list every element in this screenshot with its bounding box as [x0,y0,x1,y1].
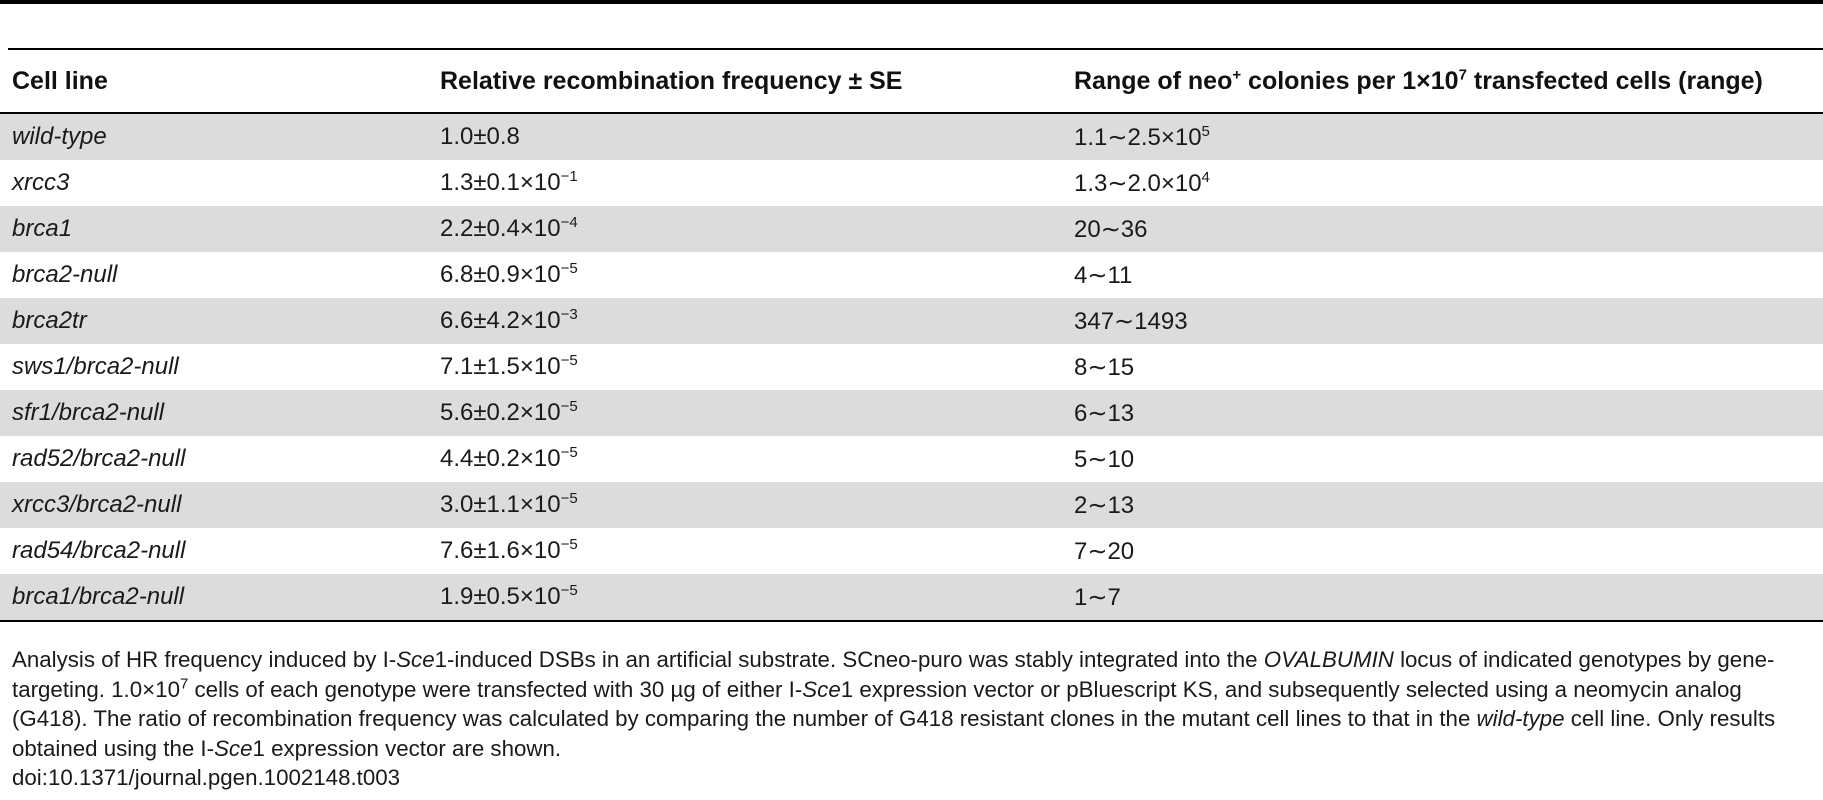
cell-line-cell: rad54/brca2-null [12,537,186,564]
frequency-cell: 4.4±0.2×10−5 [440,444,578,472]
data-table-container: Cell line Relative recombination frequen… [0,48,1823,622]
frequency-cell: 1.0±0.8 [428,113,1062,160]
range-cell: 347∼1493 [1062,298,1823,344]
header-range: Range of neo+ colonies per 1×107 transfe… [1062,50,1823,114]
table-header-row: Cell line Relative recombination frequen… [0,50,1823,114]
frequency-cell: 7.1±1.5×10−5 [440,352,578,380]
range-cell: 1.1∼2.5×105 [1062,113,1823,160]
range-cell: 6∼13 [1062,390,1823,436]
cell-line-cell: rad52/brca2-null [12,445,186,472]
range-cell: 20∼36 [1062,206,1823,252]
cell-line-cell: sfr1/brca2-null [0,390,428,436]
frequency-cell: 6.8±0.9×10−5 [440,260,578,288]
table-body: wild-type 1.0±0.8 1.1∼2.5×105 xrcc3 1.3±0.1×… [0,113,1823,622]
table-row: rad52/brca2-null 4.4±0.2×10−5 5∼10 [0,436,1823,482]
cell-line-cell: brca2tr [0,298,428,344]
range-cell: 8∼15 [1074,353,1135,381]
frequency-cell: 7.6±1.6×10−5 [440,536,578,564]
frequency-cell: 5.6±0.2×10−5 [428,390,1062,436]
header-frequency: Relative recombination frequency ± SE [428,50,1062,114]
frequency-cell: 3.0±1.1×10−5 [428,482,1062,528]
table-footnote: Analysis of HR frequency induced by I-Sc… [12,645,1817,793]
cell-line-cell: sws1/brca2-null [12,353,179,380]
range-cell: 1∼7 [1062,574,1823,622]
range-cell: 4∼11 [1074,261,1133,289]
cell-line-cell: wild-type [0,113,428,160]
frequency-cell: 1.3±0.1×10−1 [440,168,578,196]
frequency-cell: 1.9±0.5×10−5 [428,574,1062,622]
recombination-table: Cell line Relative recombination frequen… [0,50,1823,622]
table-row: sws1/brca2-null 7.1±1.5×10−5 8∼15 [0,344,1823,390]
cell-line-cell: brca1 [0,206,428,252]
footnote-text: Analysis of HR frequency induced by I-Sc… [12,647,1776,761]
cell-line-cell: brca1/brca2-null [0,574,428,622]
table-row: wild-type 1.0±0.8 1.1∼2.5×105 [0,113,1823,160]
frequency-cell: 6.6±4.2×10−3 [428,298,1062,344]
cell-line-cell: xrcc3/brca2-null [0,482,428,528]
range-cell: 7∼20 [1074,537,1135,565]
table-row: brca2-null 6.8±0.9×10−5 4∼11 [0,252,1823,298]
table-row: sfr1/brca2-null 5.6±0.2×10−5 6∼13 [0,390,1823,436]
table-row: brca1/brca2-null 1.9±0.5×10−5 1∼7 [0,574,1823,622]
table-top-rule [8,48,1823,50]
range-cell: 1.3∼2.0×104 [1074,168,1210,197]
table-row: brca2tr 6.6±4.2×10−3 347∼1493 [0,298,1823,344]
cell-line-cell: brca2-null [12,261,118,288]
table-row: xrcc3/brca2-null 3.0±1.1×10−5 2∼13 [0,482,1823,528]
table-row: rad54/brca2-null 7.6±1.6×10−5 7∼20 [0,528,1823,574]
range-cell: 2∼13 [1062,482,1823,528]
doi-text: doi:10.1371/journal.pgen.1002148.t003 [12,765,401,790]
table-row: xrcc3 1.3±0.1×10−1 1.3∼2.0×104 [0,160,1823,206]
cell-line-cell: xrcc3 [12,169,70,196]
top-rule [0,0,1823,4]
table-row: brca1 2.2±0.4×10−4 20∼36 [0,206,1823,252]
range-cell: 5∼10 [1074,445,1135,473]
frequency-cell: 2.2±0.4×10−4 [428,206,1062,252]
header-cell-line: Cell line [0,50,428,114]
